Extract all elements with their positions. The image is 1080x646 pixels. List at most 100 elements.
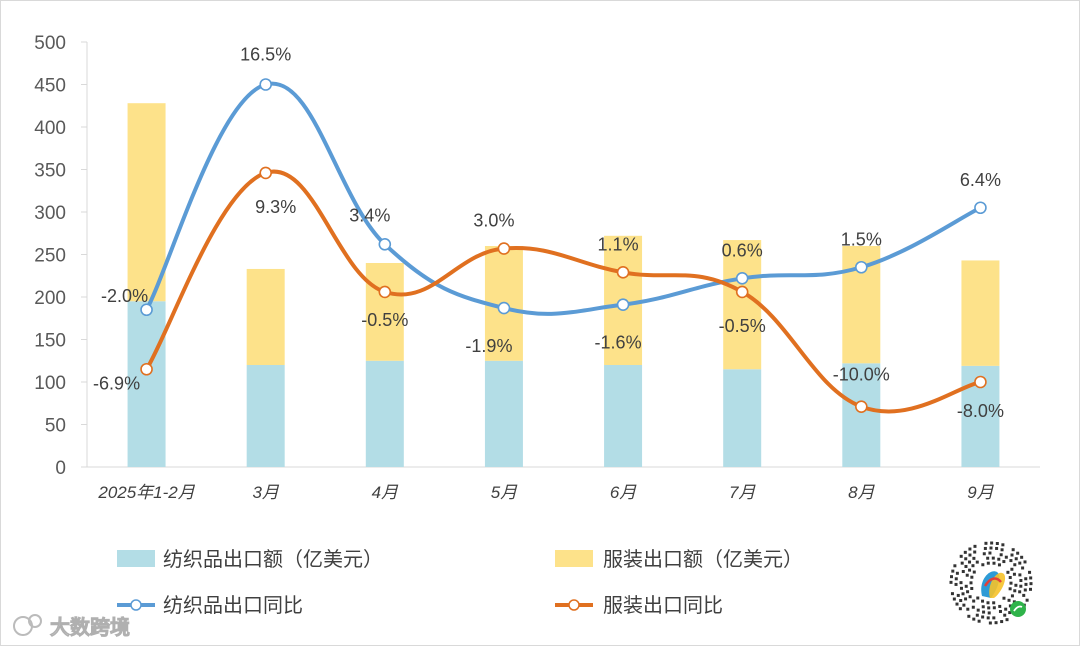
qr-dot xyxy=(1019,579,1023,583)
qr-dot xyxy=(970,586,974,590)
qr-dot xyxy=(964,564,968,568)
qr-dot xyxy=(1011,548,1015,552)
y-tick-label: 450 xyxy=(34,76,66,97)
qr-dot xyxy=(1007,598,1011,602)
qr-dot xyxy=(977,619,981,623)
marker-apparel-yoy xyxy=(497,242,511,255)
y-tick-label: 300 xyxy=(34,203,66,224)
qr-dot xyxy=(1028,587,1032,591)
qr-dot xyxy=(976,596,980,600)
qr-dot xyxy=(1009,559,1013,563)
data-label-textile-yoy: -1.6% xyxy=(595,333,642,353)
qr-dot xyxy=(1014,583,1018,587)
y-tick-label: 0 xyxy=(55,458,66,479)
x-tick-label: 4月 xyxy=(372,483,399,502)
qr-dot xyxy=(992,601,996,605)
marker-textile-yoy xyxy=(616,298,630,311)
marker-apparel-yoy xyxy=(259,166,272,180)
bar-textile-export xyxy=(842,363,881,467)
qr-dot xyxy=(1018,590,1022,594)
data-label-apparel-yoy: 1.1% xyxy=(598,234,639,254)
legend-label-apparel-export: 服装出口额（亿美元） xyxy=(603,547,803,571)
qr-dot xyxy=(973,550,977,554)
qr-dot xyxy=(1013,563,1017,567)
qr-dot xyxy=(1021,566,1025,570)
x-tick-label: 8月 xyxy=(848,483,875,502)
bar-apparel-export xyxy=(723,240,762,370)
legend-marker-textile-yoy xyxy=(130,599,142,611)
y-tick-label: 500 xyxy=(34,33,66,54)
bar-apparel-export xyxy=(365,263,404,361)
qr-dot xyxy=(965,573,969,577)
data-label-textile-yoy: 0.6% xyxy=(722,240,763,260)
qr-dot xyxy=(1013,589,1017,593)
qr-dot xyxy=(968,553,972,557)
qr-dot xyxy=(1000,620,1004,624)
data-label-textile-yoy: 3.4% xyxy=(349,205,390,225)
marker-apparel-yoy xyxy=(974,375,987,389)
qr-dot xyxy=(1029,582,1033,586)
qr-dot xyxy=(998,609,1002,613)
qr-dot xyxy=(1012,572,1016,576)
bar-textile-export xyxy=(484,360,523,467)
qr-dot xyxy=(975,613,979,617)
qr-dot xyxy=(955,602,959,606)
qr-dot xyxy=(1012,600,1016,604)
qr-dot xyxy=(982,552,986,556)
qr-dot xyxy=(1004,607,1008,611)
qr-dot xyxy=(959,554,963,558)
qr-dot xyxy=(953,564,957,568)
marker-textile-yoy xyxy=(735,271,749,285)
qr-dot xyxy=(1002,596,1006,600)
data-label-textile-yoy: 16.5% xyxy=(240,45,291,65)
qr-dot xyxy=(1010,553,1014,557)
qr-dot xyxy=(994,621,998,625)
data-label-apparel-yoy: -0.5% xyxy=(361,310,408,330)
legend-marker-apparel-yoy xyxy=(568,599,580,611)
legend-swatch-apparel-export xyxy=(555,550,593,567)
qr-dot xyxy=(949,580,953,584)
qr-dot xyxy=(1022,593,1026,597)
x-tick-label: 2025年1-2月 xyxy=(97,483,195,502)
qr-dot xyxy=(1000,548,1004,552)
qr-dot xyxy=(1010,567,1014,571)
data-label-apparel-yoy: -6.9% xyxy=(93,373,140,393)
qr-dot xyxy=(966,590,970,594)
marker-textile-yoy xyxy=(378,238,392,251)
qr-dot xyxy=(1023,560,1027,564)
qr-dot xyxy=(981,615,985,619)
qr-dot xyxy=(987,611,991,615)
qr-dot xyxy=(981,605,985,609)
qr-dot xyxy=(961,570,965,574)
data-label-apparel-yoy: -0.5% xyxy=(719,316,766,336)
qr-dot xyxy=(1024,577,1028,581)
qr-dot xyxy=(997,557,1001,561)
qr-dot xyxy=(1029,576,1033,580)
qr-dot xyxy=(950,575,954,579)
qr-dot xyxy=(975,560,979,564)
marker-textile-yoy xyxy=(140,303,153,317)
qr-dot xyxy=(971,605,975,609)
qr-dot xyxy=(992,616,996,620)
data-label-apparel-yoy: 9.3% xyxy=(255,197,296,217)
legend-label-apparel-yoy: 服装出口同比 xyxy=(603,593,723,617)
qr-dot xyxy=(968,560,972,564)
bars-group xyxy=(127,103,1000,467)
y-tick-label: 200 xyxy=(34,288,66,309)
qr-dot xyxy=(1008,576,1012,580)
qr-dot xyxy=(997,563,1001,567)
qr-dot xyxy=(972,617,976,621)
qr-dot xyxy=(972,599,976,603)
qr-dot xyxy=(1028,570,1032,574)
mini-program-badge-icon xyxy=(1010,601,1026,617)
qr-dot xyxy=(995,546,999,550)
watermark-text: 大数跨境 xyxy=(50,615,130,639)
qr-dot xyxy=(989,546,993,550)
qr-dot xyxy=(969,581,973,585)
qr-dot xyxy=(958,607,962,611)
y-tick-label: 350 xyxy=(34,161,66,182)
qr-dot xyxy=(1008,604,1012,608)
bar-apparel-export xyxy=(127,103,166,302)
qr-dot xyxy=(954,577,958,581)
